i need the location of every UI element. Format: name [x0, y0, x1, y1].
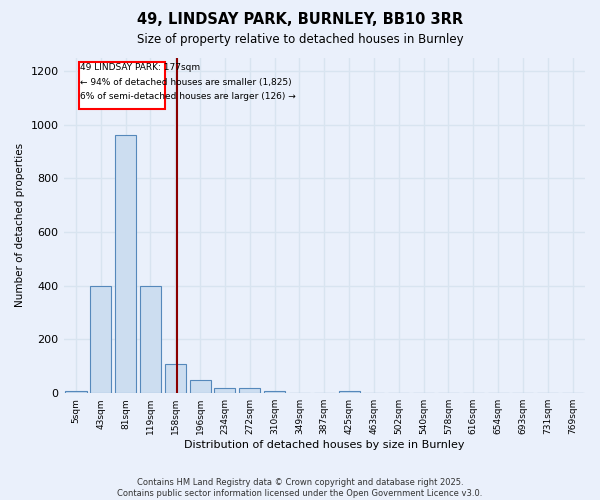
- Bar: [140, 286, 161, 393]
- FancyBboxPatch shape: [79, 62, 165, 108]
- Bar: [239, 388, 260, 393]
- Text: 49, LINDSAY PARK, BURNLEY, BB10 3RR: 49, LINDSAY PARK, BURNLEY, BB10 3RR: [137, 12, 463, 28]
- Bar: [338, 390, 359, 393]
- Text: 6% of semi-detached houses are larger (126) →: 6% of semi-detached houses are larger (1…: [80, 92, 296, 102]
- Text: Contains HM Land Registry data © Crown copyright and database right 2025.
Contai: Contains HM Land Registry data © Crown c…: [118, 478, 482, 498]
- Text: ← 94% of detached houses are smaller (1,825): ← 94% of detached houses are smaller (1,…: [80, 78, 292, 86]
- Y-axis label: Number of detached properties: Number of detached properties: [15, 144, 25, 308]
- Bar: [190, 380, 211, 393]
- Bar: [115, 136, 136, 393]
- Bar: [65, 390, 86, 393]
- X-axis label: Distribution of detached houses by size in Burnley: Distribution of detached houses by size …: [184, 440, 464, 450]
- Text: Size of property relative to detached houses in Burnley: Size of property relative to detached ho…: [137, 32, 463, 46]
- Text: 49 LINDSAY PARK: 177sqm: 49 LINDSAY PARK: 177sqm: [80, 63, 200, 72]
- Bar: [165, 364, 186, 393]
- Bar: [90, 286, 112, 393]
- Bar: [264, 390, 285, 393]
- Bar: [214, 388, 235, 393]
